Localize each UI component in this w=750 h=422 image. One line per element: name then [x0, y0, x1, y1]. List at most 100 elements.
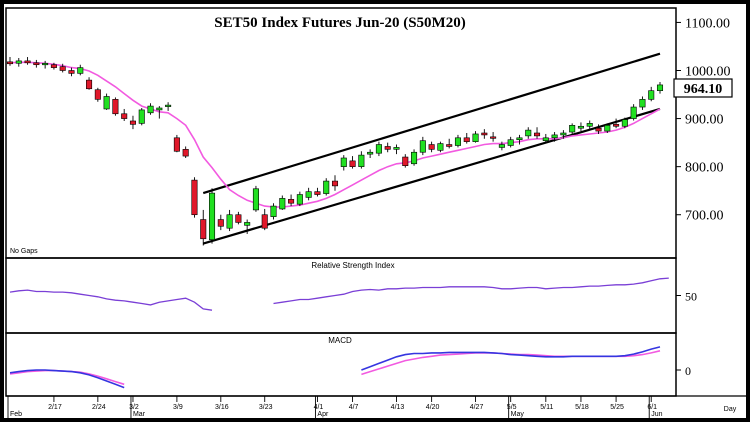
macd-label: MACD	[328, 336, 352, 345]
price-tick-label: 800.00	[685, 161, 724, 176]
last-price-label: 964.10	[684, 82, 723, 97]
candle-body-up	[577, 125, 584, 129]
candle-body-up	[279, 198, 286, 210]
candle	[340, 155, 347, 171]
day-axis-label: Day	[724, 406, 737, 413]
candle	[165, 102, 172, 111]
price-panel	[6, 52, 664, 246]
rsi-line	[273, 277, 669, 305]
candle-body-down	[288, 199, 295, 204]
month-label: Apr	[317, 411, 329, 418]
candle-body-down	[428, 144, 435, 150]
channel-lower-line	[202, 107, 661, 245]
candle	[59, 63, 66, 73]
candle	[349, 156, 356, 169]
candle-body-up	[156, 107, 163, 111]
candle	[288, 194, 295, 207]
last-price-marker: 964.10	[673, 78, 733, 98]
candle-body-up	[103, 96, 110, 110]
candle	[6, 57, 14, 66]
candle-body-down	[235, 214, 242, 223]
candle-body-down	[121, 113, 128, 119]
candle-body-up	[639, 99, 646, 108]
date-tick-label: 2/17	[48, 404, 62, 411]
candle-body-down	[613, 124, 620, 127]
candle-body-up	[648, 90, 655, 100]
candle-body-down	[331, 180, 339, 187]
candle	[121, 108, 128, 121]
candle-body-down	[534, 132, 541, 137]
candle-body-down	[481, 132, 488, 136]
date-tick-label: 4/27	[470, 404, 484, 411]
candle	[331, 175, 339, 191]
candle	[191, 177, 198, 218]
candle	[182, 146, 189, 158]
macd-panel	[9, 346, 661, 389]
candle	[296, 191, 303, 207]
candle	[244, 219, 251, 234]
candle	[112, 97, 119, 116]
candle-body-up	[165, 104, 172, 107]
date-tick-label: 3/23	[259, 404, 273, 411]
candle	[542, 133, 549, 143]
candle-body-up	[656, 84, 664, 91]
candle	[534, 127, 541, 139]
date-tick-label: 5/18	[575, 404, 589, 411]
candle	[639, 96, 646, 110]
candle	[428, 141, 435, 153]
candle-body-up	[419, 140, 426, 153]
candle-body-up	[393, 147, 400, 150]
date-tick-label: 3/2	[129, 404, 139, 411]
candle	[226, 209, 233, 232]
candle	[604, 123, 611, 133]
candle	[77, 64, 84, 76]
candle-body-up	[147, 105, 154, 114]
candle-body-down	[6, 61, 14, 65]
candle-body-down	[490, 136, 497, 139]
macd-line	[361, 346, 661, 371]
candle	[648, 86, 655, 102]
candle	[50, 62, 57, 70]
candle	[481, 129, 488, 139]
candle-body-down	[129, 120, 136, 125]
candle-body-up	[551, 134, 558, 139]
candle	[15, 58, 22, 67]
candle-body-down	[182, 149, 189, 157]
candle-body-up	[244, 222, 251, 226]
price-tick-label: 1000.00	[685, 65, 731, 80]
candle-body-down	[314, 191, 321, 195]
candle-body-down	[402, 156, 409, 166]
candle-body-up	[560, 132, 567, 136]
date-tick-label: 4/13	[391, 404, 405, 411]
candle-body-down	[173, 137, 180, 152]
candle-body-down	[217, 219, 224, 227]
channel-upper-line	[202, 52, 661, 195]
candle	[42, 60, 49, 69]
candle-body-up	[454, 137, 461, 146]
candle	[402, 154, 409, 168]
candle	[454, 134, 461, 148]
candle	[384, 142, 391, 153]
candle	[200, 209, 207, 246]
candle	[507, 136, 514, 148]
candle-body-up	[542, 137, 549, 141]
candle-body-up	[437, 143, 444, 151]
candle	[569, 123, 576, 134]
candle-body-down	[349, 160, 356, 167]
candle-body-down	[446, 144, 453, 147]
date-tick-label: 5/5	[507, 404, 517, 411]
candle-body-up	[305, 191, 312, 198]
candle	[261, 208, 268, 231]
candle-body-up	[209, 192, 216, 241]
candle	[472, 131, 479, 143]
month-label: May	[511, 411, 525, 418]
date-tick-label: 3/9	[173, 404, 183, 411]
candle-body-up	[296, 194, 303, 205]
axes: 1100.00 1000.00 900.00 800.00 700.00 50 0 2/17 2…	[7, 16, 731, 418]
date-tick-label: 5/11	[540, 404, 553, 411]
candle	[129, 115, 136, 130]
date-tick-label: 4/1	[314, 404, 324, 411]
candle	[437, 141, 444, 153]
candle-body-down	[200, 219, 207, 240]
